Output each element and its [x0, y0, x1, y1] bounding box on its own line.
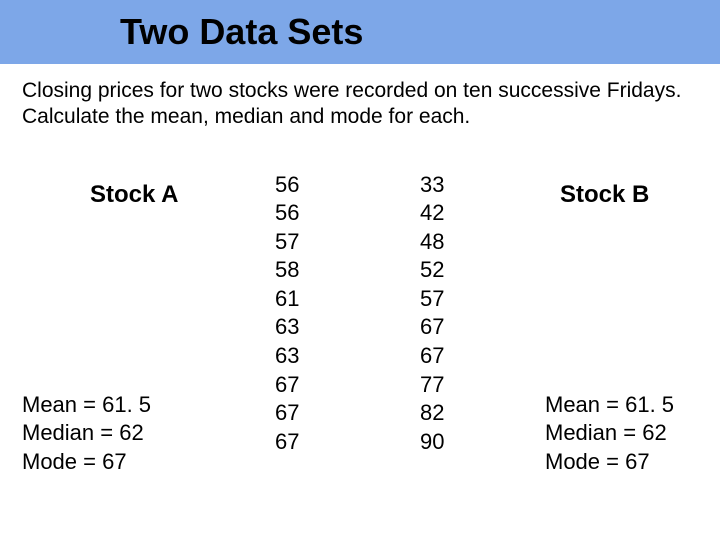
value-cell: 48 [420, 228, 444, 257]
stat-median: Median = 62 [545, 419, 674, 448]
value-cell: 57 [420, 285, 444, 314]
value-cell: 67 [420, 313, 444, 342]
value-cell: 33 [420, 171, 444, 200]
value-cell: 57 [275, 228, 299, 257]
stock-a-values: 56 56 57 58 61 63 63 67 67 67 [275, 171, 299, 457]
stock-b-label: Stock B [560, 181, 649, 209]
stock-a-label: Stock A [90, 181, 178, 209]
title-bar: Two Data Sets [0, 0, 720, 64]
stat-mean: Mean = 61. 5 [22, 391, 151, 420]
value-cell: 56 [275, 199, 299, 228]
value-cell: 63 [275, 313, 299, 342]
stat-median: Median = 62 [22, 419, 151, 448]
value-cell: 82 [420, 399, 444, 428]
content-area: Stock A 56 56 57 58 61 63 63 67 67 67 33… [0, 171, 720, 531]
value-cell: 90 [420, 428, 444, 457]
prompt-text: Closing prices for two stocks were recor… [0, 64, 720, 131]
value-cell: 52 [420, 256, 444, 285]
stat-mode: Mode = 67 [22, 448, 151, 477]
page-title: Two Data Sets [120, 11, 363, 53]
value-cell: 77 [420, 371, 444, 400]
stock-b-values: 33 42 48 52 57 67 67 77 82 90 [420, 171, 444, 457]
value-cell: 67 [275, 399, 299, 428]
stock-b-stats: Mean = 61. 5 Median = 62 Mode = 67 [545, 391, 674, 477]
stat-mean: Mean = 61. 5 [545, 391, 674, 420]
value-cell: 67 [275, 371, 299, 400]
value-cell: 61 [275, 285, 299, 314]
value-cell: 63 [275, 342, 299, 371]
stat-mode: Mode = 67 [545, 448, 674, 477]
value-cell: 56 [275, 171, 299, 200]
stock-a-stats: Mean = 61. 5 Median = 62 Mode = 67 [22, 391, 151, 477]
value-cell: 58 [275, 256, 299, 285]
value-cell: 67 [420, 342, 444, 371]
value-cell: 42 [420, 199, 444, 228]
value-cell: 67 [275, 428, 299, 457]
